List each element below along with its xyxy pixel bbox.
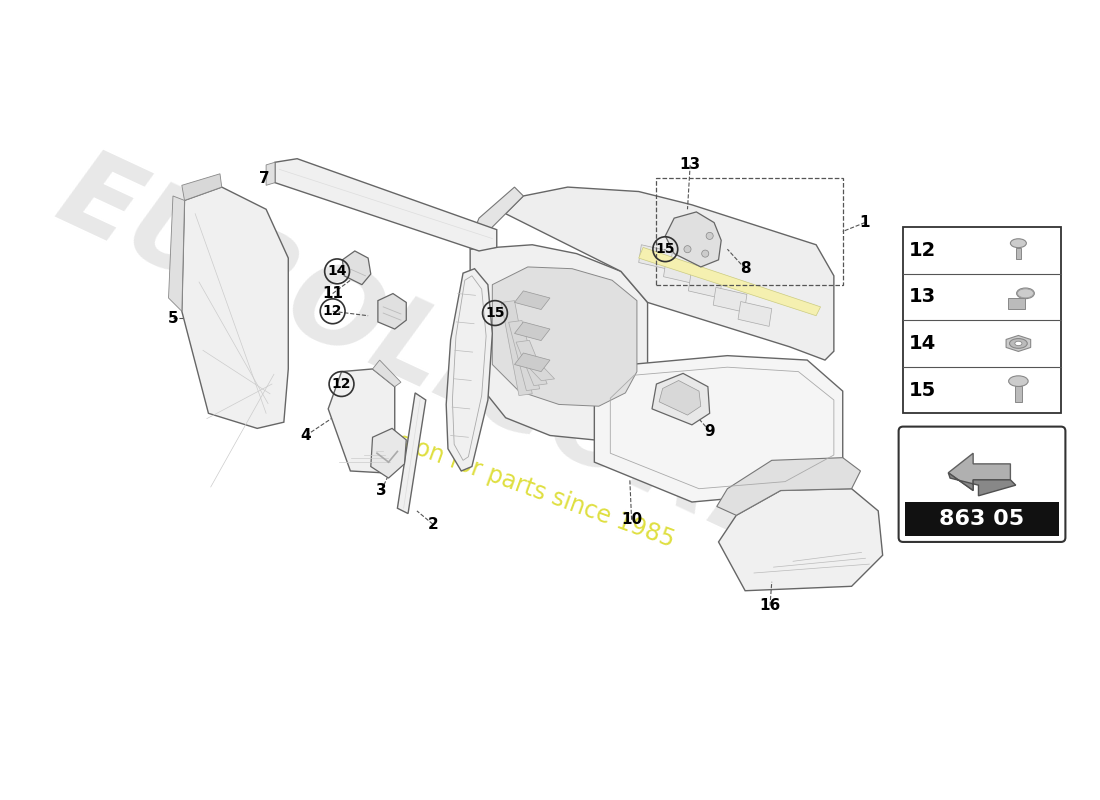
Text: 16: 16: [759, 598, 781, 614]
Polygon shape: [1015, 248, 1021, 259]
Polygon shape: [447, 269, 493, 471]
Ellipse shape: [1009, 376, 1028, 386]
Polygon shape: [652, 374, 710, 425]
Text: 15: 15: [656, 242, 675, 256]
Polygon shape: [266, 162, 275, 186]
Polygon shape: [493, 267, 637, 406]
Text: 7: 7: [258, 170, 270, 186]
Polygon shape: [508, 321, 540, 390]
Bar: [903, 227, 1062, 414]
Text: EUROLICORES: EUROLICORES: [42, 140, 881, 607]
Polygon shape: [182, 174, 222, 200]
Polygon shape: [470, 245, 648, 440]
Polygon shape: [506, 187, 834, 360]
Text: 3: 3: [376, 483, 387, 498]
Polygon shape: [718, 489, 882, 590]
Polygon shape: [639, 247, 821, 316]
Text: 9: 9: [704, 423, 715, 438]
Text: a passion for parts since 1985: a passion for parts since 1985: [333, 407, 678, 552]
Text: 13: 13: [909, 287, 936, 306]
Polygon shape: [713, 287, 747, 312]
Polygon shape: [639, 245, 672, 270]
Polygon shape: [594, 356, 843, 502]
Polygon shape: [168, 196, 185, 311]
Polygon shape: [515, 322, 550, 341]
Text: 8: 8: [740, 262, 750, 276]
Polygon shape: [1006, 335, 1031, 351]
Text: 15: 15: [485, 306, 505, 320]
Polygon shape: [515, 291, 550, 310]
Ellipse shape: [1016, 288, 1034, 298]
Polygon shape: [1008, 298, 1025, 310]
Polygon shape: [948, 473, 1015, 496]
Text: 13: 13: [680, 158, 701, 173]
Polygon shape: [948, 454, 1011, 490]
Text: 12: 12: [323, 304, 342, 318]
Bar: [657, 178, 843, 285]
Polygon shape: [371, 428, 406, 478]
Ellipse shape: [1011, 238, 1026, 248]
Polygon shape: [689, 273, 722, 298]
Polygon shape: [738, 302, 772, 326]
Polygon shape: [663, 259, 697, 284]
Polygon shape: [328, 369, 395, 473]
Polygon shape: [397, 393, 426, 514]
Text: 2: 2: [428, 517, 438, 532]
Text: 14: 14: [328, 264, 346, 278]
Text: 10: 10: [621, 512, 642, 527]
Text: 12: 12: [909, 241, 936, 260]
FancyBboxPatch shape: [899, 426, 1066, 542]
Text: 12: 12: [332, 377, 351, 391]
Text: 5: 5: [167, 311, 178, 326]
Ellipse shape: [1015, 342, 1022, 346]
Polygon shape: [1015, 386, 1022, 402]
Polygon shape: [666, 212, 722, 267]
Polygon shape: [342, 251, 371, 285]
Polygon shape: [373, 360, 400, 386]
Circle shape: [684, 246, 691, 253]
Polygon shape: [524, 360, 554, 381]
Polygon shape: [275, 158, 497, 251]
Polygon shape: [717, 458, 860, 515]
Circle shape: [706, 232, 713, 239]
Polygon shape: [515, 353, 550, 372]
Polygon shape: [378, 294, 406, 329]
Circle shape: [702, 250, 708, 257]
Text: 11: 11: [322, 286, 343, 301]
Text: 4: 4: [300, 428, 311, 443]
Text: 14: 14: [909, 334, 936, 353]
Polygon shape: [470, 187, 524, 249]
Text: 1: 1: [860, 215, 870, 230]
Polygon shape: [182, 187, 288, 428]
Polygon shape: [502, 301, 532, 395]
Text: 15: 15: [909, 381, 936, 399]
Bar: [905, 502, 1059, 536]
Text: 863 05: 863 05: [939, 509, 1024, 529]
Ellipse shape: [1010, 338, 1027, 348]
Polygon shape: [659, 381, 701, 415]
Polygon shape: [516, 340, 547, 386]
